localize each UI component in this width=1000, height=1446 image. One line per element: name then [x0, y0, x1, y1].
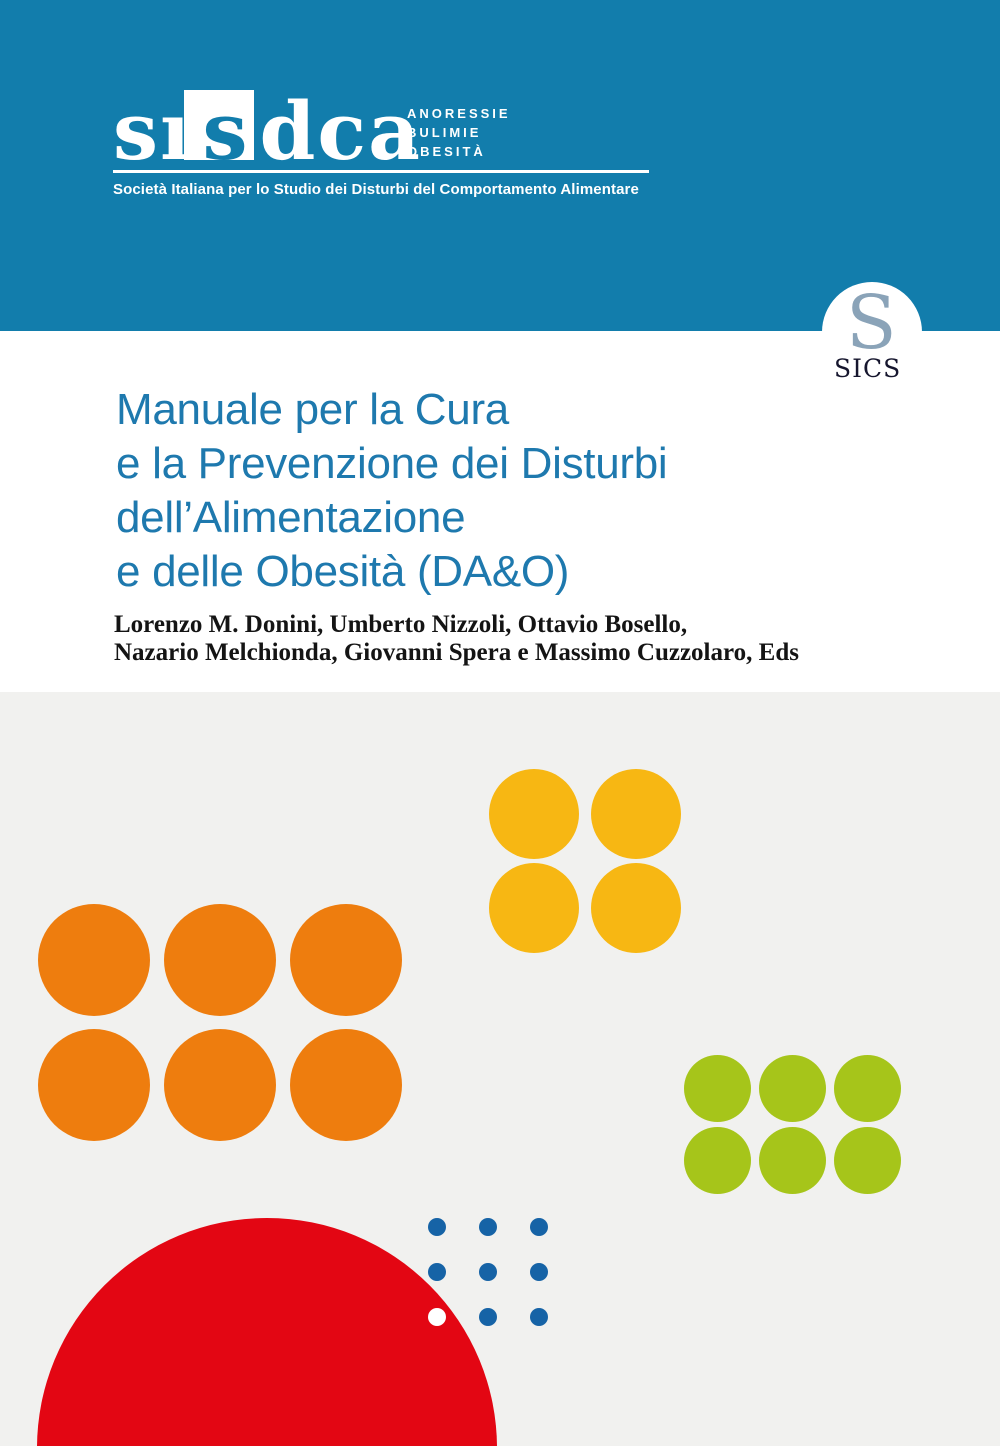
orange-dot-grid — [38, 904, 402, 1141]
authors: Lorenzo M. Donini, Umberto Nizzoli, Otta… — [114, 611, 799, 667]
green-dot — [684, 1127, 751, 1194]
tagline-line: ANORESSIE — [407, 106, 511, 121]
yellow-dot — [591, 863, 681, 953]
logo-boxed-letter: s — [202, 84, 250, 178]
orange-dot — [38, 904, 150, 1016]
yellow-dot — [489, 769, 579, 859]
divider-rule — [113, 170, 649, 173]
green-dot — [684, 1055, 751, 1122]
sisdca-logo: sı s dca — [113, 84, 443, 172]
blue-dot — [530, 1308, 548, 1326]
logo-part2: dca — [259, 84, 422, 178]
authors-line: Nazario Melchionda, Giovanni Spera e Mas… — [114, 639, 799, 666]
tagline: ANORESSIE BULIMIE OBESITÀ — [407, 104, 511, 161]
blue-dot — [428, 1218, 446, 1236]
authors-line: Lorenzo M. Donini, Umberto Nizzoli, Otta… — [114, 611, 688, 638]
yellow-dot — [591, 769, 681, 859]
logo-wordmark: sı s dca — [113, 91, 422, 171]
publisher-name: SICS — [834, 354, 902, 383]
orange-dot — [290, 1029, 402, 1141]
green-dot-grid — [684, 1055, 901, 1194]
tagline-line: BULIMIE — [407, 125, 482, 140]
blue-dot — [530, 1218, 548, 1236]
green-dot — [834, 1127, 901, 1194]
title-line: e delle Obesità (DA&O) — [116, 547, 570, 596]
blue-dot — [428, 1263, 446, 1281]
yellow-dot-grid — [489, 769, 681, 953]
green-dot — [834, 1055, 901, 1122]
decor-section — [0, 692, 1000, 1446]
publisher-logo: S SICS — [822, 282, 922, 382]
blue-dot — [479, 1263, 497, 1281]
blue-dot-grid — [428, 1218, 548, 1326]
green-dot — [759, 1055, 826, 1122]
title-line: dell’Alimentazione — [116, 493, 466, 542]
yellow-dot — [489, 863, 579, 953]
orange-dot — [290, 904, 402, 1016]
book-title: Manuale per la Cura e la Prevenzione dei… — [116, 383, 668, 599]
sics-initial-icon: S — [846, 280, 897, 366]
orange-dot — [164, 904, 276, 1016]
society-name: Società Italiana per lo Studio dei Distu… — [113, 181, 639, 198]
white-dot — [428, 1308, 446, 1326]
orange-dot — [38, 1029, 150, 1141]
title-line: Manuale per la Cura — [116, 385, 509, 434]
blue-dot — [479, 1308, 497, 1326]
blue-dot — [530, 1263, 548, 1281]
blue-dot — [479, 1218, 497, 1236]
logo-part1: sı — [113, 84, 193, 178]
orange-dot — [164, 1029, 276, 1141]
logo-box — [184, 90, 254, 160]
header-band: sı s dca ANORESSIE BULIMIE OBESITÀ Società… — [0, 0, 1000, 331]
green-dot — [759, 1127, 826, 1194]
tagline-line: OBESITÀ — [407, 144, 486, 159]
title-line: e la Prevenzione dei Disturbi — [116, 439, 668, 488]
